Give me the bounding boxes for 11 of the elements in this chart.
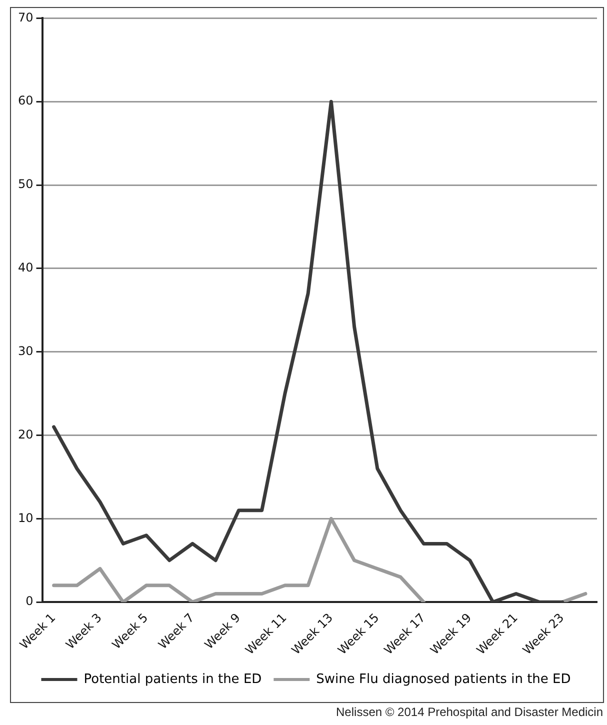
y-tick-label: 50 (18, 177, 34, 192)
legend-label: Potential patients in the ED (84, 672, 262, 687)
y-tick-label: 60 (18, 94, 34, 108)
legend-label: Swine Flu diagnosed patients in the ED (316, 672, 571, 687)
y-tick-label: 0 (26, 594, 34, 608)
y-tick-label: 40 (18, 260, 34, 275)
y-tick-label: 20 (18, 427, 34, 442)
text: Nelissen © 2014 Prehospital and Disaster Medicin (336, 705, 603, 719)
y-tick-label: 30 (18, 344, 34, 358)
y-tick-label: 10 (18, 510, 34, 525)
y-tick-label: 70 (18, 10, 34, 24)
